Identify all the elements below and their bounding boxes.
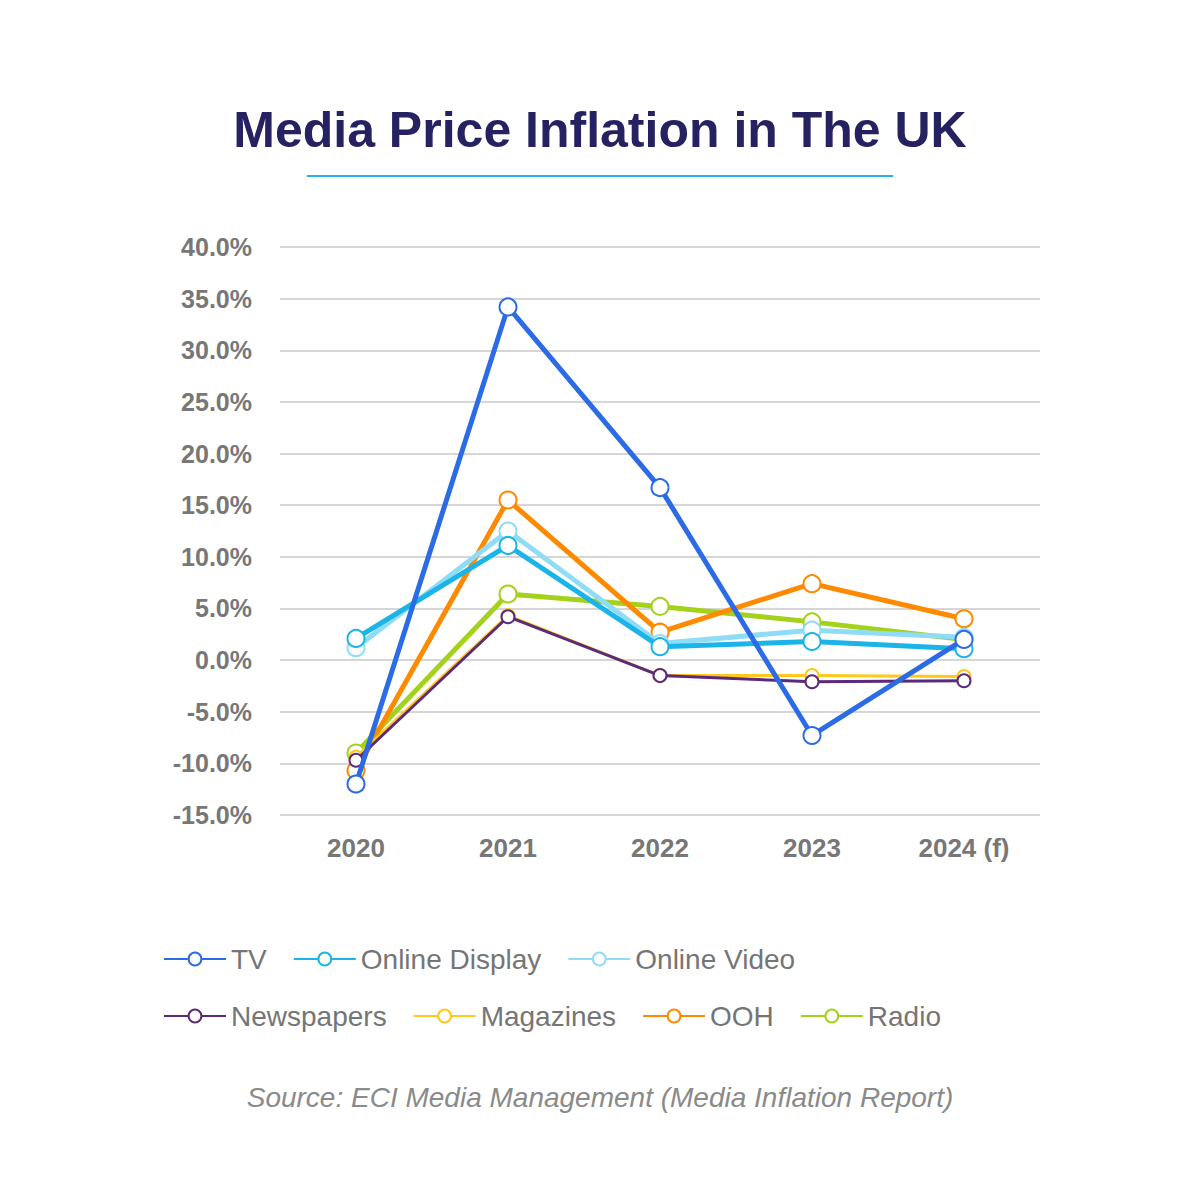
svg-text:2024 (f): 2024 (f) [918, 833, 1009, 863]
svg-text:Newspapers: Newspapers [231, 1001, 387, 1032]
svg-text:25.0%: 25.0% [181, 388, 252, 416]
svg-text:15.0%: 15.0% [181, 491, 252, 519]
svg-text:35.0%: 35.0% [181, 285, 252, 313]
svg-text:10.0%: 10.0% [181, 543, 252, 571]
svg-text:Online Video: Online Video [635, 944, 795, 975]
svg-text:2021: 2021 [479, 833, 537, 863]
svg-text:20.0%: 20.0% [181, 440, 252, 468]
svg-text:-15.0%: -15.0% [173, 801, 252, 829]
svg-text:40.0%: 40.0% [181, 233, 252, 261]
svg-text:TV: TV [231, 944, 267, 975]
svg-text:Source: ECI Media Management (: Source: ECI Media Management (Media Infl… [247, 1082, 954, 1113]
svg-text:2023: 2023 [783, 833, 841, 863]
svg-text:Media Price Inflation in The U: Media Price Inflation in The UK [233, 102, 966, 158]
svg-text:Magazines: Magazines [481, 1001, 616, 1032]
svg-text:-5.0%: -5.0% [187, 698, 252, 726]
svg-text:-10.0%: -10.0% [173, 749, 252, 777]
svg-text:Online Display: Online Display [361, 944, 542, 975]
svg-text:Radio: Radio [868, 1001, 941, 1032]
svg-text:OOH: OOH [710, 1001, 774, 1032]
svg-text:2020: 2020 [327, 833, 385, 863]
svg-text:2022: 2022 [631, 833, 689, 863]
svg-text:30.0%: 30.0% [181, 336, 252, 364]
svg-text:0.0%: 0.0% [195, 646, 252, 674]
svg-text:5.0%: 5.0% [195, 594, 252, 622]
